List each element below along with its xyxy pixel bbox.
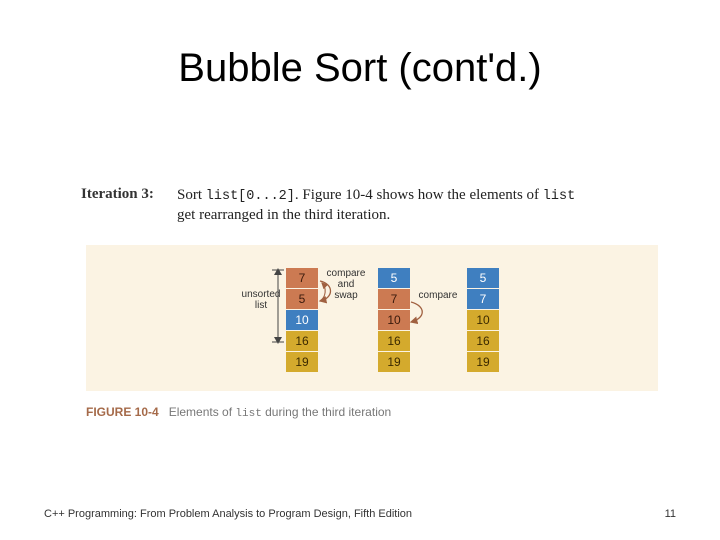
iteration-code-list: list [542,189,576,204]
caption-text-1: Elements of [168,405,236,419]
swap-arrow-back-icon [319,282,329,302]
array-cell: 5 [378,268,410,288]
compare-arrow-icon [409,301,423,325]
array-column-2: 5 7 10 16 19 [378,268,410,373]
iteration-text: Sort list[0...2]. Figure 10-4 shows how … [177,186,617,225]
array-cell: 7 [467,289,499,309]
array-cell: 10 [378,310,410,330]
iteration-label: Iteration 3: [81,186,154,202]
iteration-text-part-2: . Figure 10-4 shows how the elements of [294,187,543,203]
footer-text: C++ Programming: From Problem Analysis t… [44,508,413,520]
unsorted-range-bracket [272,268,284,344]
array-cell: 7 [378,289,410,309]
array-column-3: 5 7 10 16 19 [467,268,499,373]
compare-swap-line-3: swap [334,290,358,301]
array-cell: 19 [378,352,410,372]
iteration-code-range: list[0...2] [205,189,295,204]
arrow-down-icon [274,337,282,344]
array-cell: 5 [467,268,499,288]
array-cell: 19 [467,352,499,372]
swap-arrow-icon [318,280,332,304]
compare-and-swap-label: compare and swap [322,268,370,301]
array-column-1: 7 5 10 16 19 [286,268,318,373]
unsorted-list-label: unsorted list [240,289,282,311]
arrow-up-icon [274,268,282,275]
array-cell: 10 [286,310,318,330]
array-cell: 5 [286,289,318,309]
unsorted-label-line-2: list [254,300,268,311]
figure-panel [86,245,658,391]
array-cell: 19 [286,352,318,372]
unsorted-label-line-1: unsorted [241,289,281,300]
page-number: 11 [664,508,676,520]
array-cell: 16 [286,331,318,351]
iteration-text-part-3: get rearranged in the third iteration. [177,207,391,223]
array-cell: 7 [286,268,318,288]
compare-swap-line-2: and [337,279,355,290]
figure-caption: FIGURE 10-4 Elements of list during the t… [86,405,391,420]
array-cell: 16 [378,331,410,351]
caption-text-2: during the third iteration [261,405,392,419]
caption-code: list [235,408,262,420]
array-cell: 10 [467,310,499,330]
slide-title: Bubble Sort (cont'd.) [178,46,542,90]
compare-swap-line-1: compare [326,268,366,279]
array-cell: 16 [467,331,499,351]
iteration-text-part-1: Sort [177,187,206,203]
compare-label: compare [418,290,458,301]
figure-number: FIGURE 10-4 [86,405,159,419]
